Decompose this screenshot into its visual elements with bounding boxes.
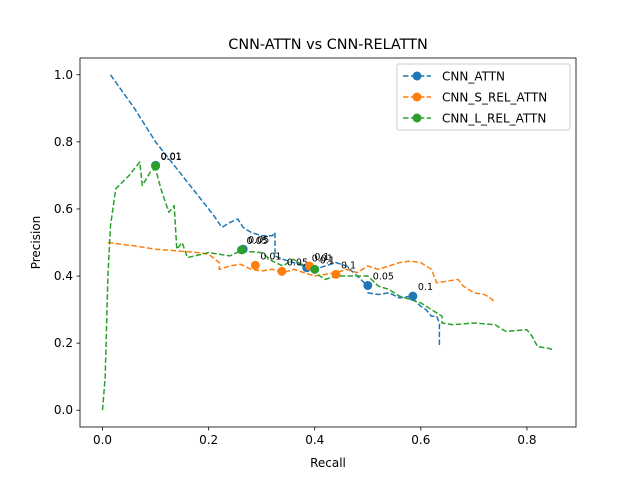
threshold-label: 0.01	[260, 251, 281, 262]
threshold-label: 0.05	[248, 235, 269, 246]
legend-label-0: CNN_ATTN	[442, 70, 505, 84]
legend-marker-2	[412, 113, 422, 123]
plot-area	[79, 57, 577, 428]
series-0-marker	[408, 291, 418, 301]
x-axis-ticks: 0.0 0.2 0.4 0.6 0.8	[93, 427, 536, 447]
series-1-marker	[250, 260, 260, 270]
y-tick-label: 0.0	[54, 403, 73, 417]
threshold-label: 0.1	[320, 255, 335, 266]
y-tick-label: 0.6	[54, 202, 73, 216]
threshold-label: 0.01	[161, 151, 182, 162]
threshold-label: 0.1	[418, 282, 433, 293]
x-tick-label: 0.6	[411, 433, 430, 447]
series-1-marker	[277, 266, 287, 276]
legend-label-1: CNN_S_REL_ATTN	[442, 91, 547, 105]
x-axis-label: Recall	[310, 456, 346, 470]
x-tick-label: 0.4	[305, 433, 324, 447]
legend-label-2: CNN_L_REL_ATTN	[442, 112, 546, 126]
threshold-label: 0.05	[287, 257, 308, 268]
series-0-marker	[363, 280, 373, 290]
threshold-label: 0.01	[161, 152, 182, 163]
series-2-marker	[310, 264, 320, 274]
series-line-2	[101, 161, 554, 411]
marker-layer: 0.010.050.010.050.10.010.05 0.10.10.010.0…	[151, 151, 433, 301]
series-2-marker	[237, 245, 247, 255]
y-axis-label: Precision	[29, 216, 43, 270]
series-1-marker	[331, 269, 341, 279]
x-tick-label: 0.8	[517, 433, 536, 447]
y-tick-label: 0.8	[54, 135, 73, 149]
series-2-marker	[151, 161, 161, 171]
threshold-label: 0.05	[247, 236, 268, 247]
legend-marker-1	[412, 92, 422, 102]
series-line-1	[107, 241, 495, 304]
legend-frame	[396, 63, 571, 131]
series-line-0	[109, 74, 441, 347]
threshold-label: 0.05	[373, 271, 394, 282]
threshold-label: 0.01	[312, 254, 333, 265]
y-tick-label: 1.0	[54, 68, 73, 82]
x-tick-label: 0.2	[199, 433, 218, 447]
threshold-label: 0.1	[314, 252, 329, 263]
threshold-label: 0.1	[341, 260, 356, 271]
y-axis-ticks: 0.0 0.2 0.4 0.6 0.8 1.0	[54, 68, 80, 417]
legend: CNN_ATTN CNN_S_REL_ATTN CNN_L_REL_ATTN	[396, 63, 571, 131]
legend-marker-0	[412, 71, 422, 81]
chart-title: CNN-ATTN vs CNN-RELATTN	[228, 37, 427, 53]
x-tick-label: 0.0	[93, 433, 112, 447]
y-tick-label: 0.4	[54, 269, 73, 283]
y-tick-label: 0.2	[54, 336, 73, 350]
